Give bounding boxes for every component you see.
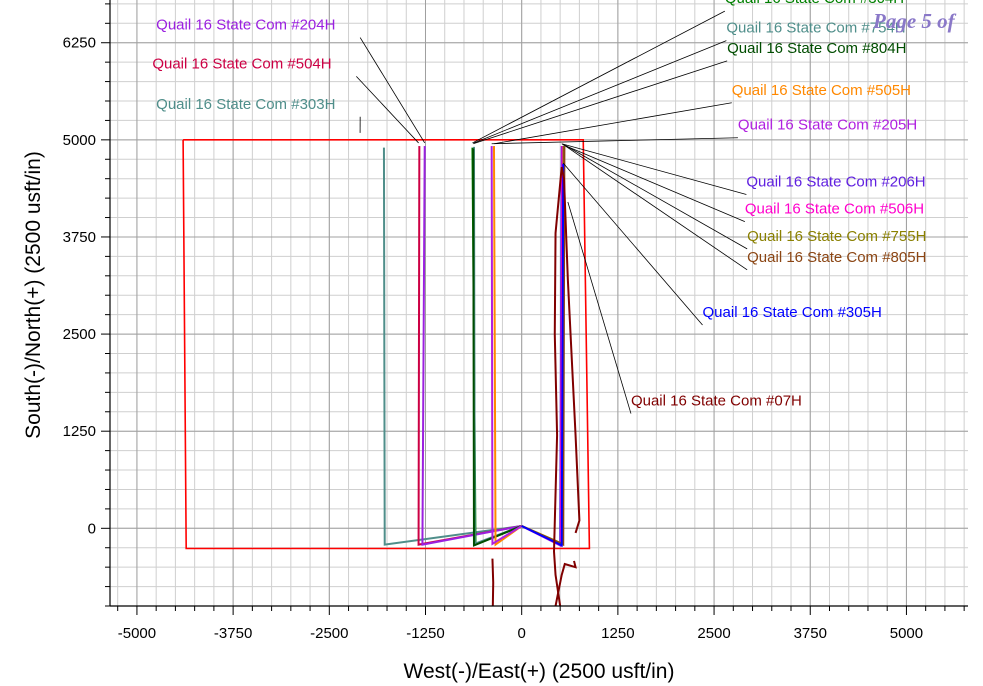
minor-grid [110, 0, 968, 607]
tick-labels: -5000 -3750 -2500 -1250 0 1250 2500 3750 5000 0 12… [63, 35, 924, 642]
leader-line [562, 144, 745, 223]
leader-line [473, 60, 728, 145]
well-label: Quail 16 State Com #304H [725, 0, 904, 7]
leader-line [356, 76, 419, 144]
leader-lines [356, 10, 748, 414]
well-path-2 [421, 146, 522, 546]
well-path-7 [490, 146, 523, 546]
well-label: Quail 16 State Com #805H [747, 249, 926, 266]
well-label: Quail 16 State Com #305H [703, 304, 882, 321]
y-tick-label: 1250 [63, 423, 96, 440]
leader-line [473, 40, 727, 144]
leader-line [359, 37, 426, 144]
well-path-5 [472, 148, 523, 547]
x-tick-label: -2500 [310, 625, 348, 642]
x-tick-label: -1250 [406, 625, 444, 642]
page-mark: Page 5 of [872, 9, 957, 33]
x-tick-label: -5000 [118, 625, 156, 642]
well-label: Quail 16 State Com #504H [152, 55, 331, 72]
well-label: Quail 16 State Com #205H [738, 117, 917, 134]
well-label: Quail 16 State Com #303H [156, 96, 335, 113]
leader-line [493, 102, 732, 145]
leader-line [562, 162, 703, 326]
well-paths [182, 139, 591, 607]
well-path-15 [554, 560, 577, 607]
y-tick-label: 6250 [63, 35, 96, 52]
lease-boundary [182, 139, 591, 550]
well-labels: Quail 16 State Com #303H Quail 16 State C… [152, 0, 926, 410]
x-tick-label: 5000 [890, 625, 923, 642]
leader-line [561, 143, 747, 195]
x-tick-label: 1250 [601, 625, 634, 642]
leader-line [472, 10, 726, 144]
well-label: Quail 16 State Com #755H [747, 228, 926, 245]
well-path-12 [521, 163, 565, 547]
y-tick-label: 3750 [63, 229, 96, 246]
well-label: Quail 16 State Com #505H [732, 82, 911, 99]
well-label: Quail 16 State Com #206H [746, 173, 925, 190]
x-tick-label: 2500 [697, 625, 730, 642]
well-label: Quail 16 State Com #506H [745, 201, 924, 218]
axes [101, 0, 968, 615]
well-label: Quail 16 State Com #07H [631, 393, 802, 410]
well-label: Quail 16 State Com #204H [156, 17, 335, 34]
x-tick-label: 3750 [794, 625, 827, 642]
leader-line [563, 144, 748, 250]
y-tick-label: 2500 [63, 326, 96, 343]
well-path-13 [553, 166, 581, 607]
leader-line [491, 137, 738, 145]
y-tick-label: 5000 [63, 132, 96, 149]
y-axis-title: South(-)/North(+) (2500 usft/in) [22, 151, 45, 439]
x-tick-label: -3750 [214, 625, 252, 642]
x-tick-label: 0 [518, 625, 526, 642]
well-label: Quail 16 State Com #754H [726, 20, 905, 37]
well-label: Quail 16 State Com #804H [727, 40, 906, 57]
x-axis-title: West(-)/East(+) (2500 usft/in) [404, 660, 675, 683]
leader-line [567, 201, 632, 414]
y-tick-label: 0 [88, 520, 96, 537]
well-path-14 [491, 558, 495, 607]
leader-line [564, 144, 748, 271]
